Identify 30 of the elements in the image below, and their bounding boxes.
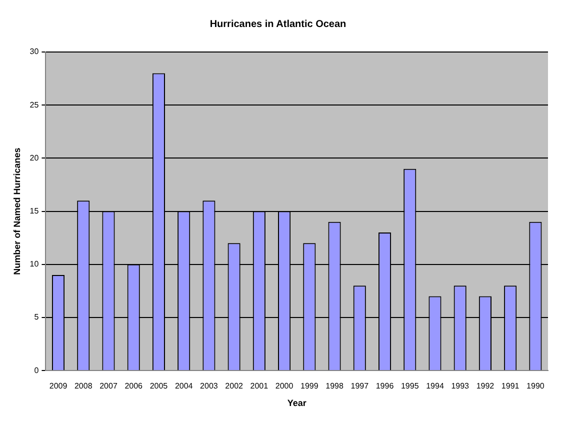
x-tick-label: 2003 [200, 382, 218, 391]
x-tick-label: 2006 [124, 382, 144, 391]
x-tick-label: 1998 [326, 382, 344, 391]
x-tick-label: 1993 [451, 382, 470, 391]
x-tick-label: 1999 [300, 382, 319, 391]
x-tick-label: 1996 [376, 382, 394, 391]
x-tick-label: 1991 [501, 382, 520, 391]
y-tick-label: 0 [34, 366, 40, 375]
y-tick-label: 10 [30, 260, 40, 269]
x-tick-label: 1990 [526, 382, 545, 391]
x-tick-label: 1997 [350, 382, 370, 391]
y-tick-label: 30 [30, 47, 40, 56]
x-tick-label: 2001 [250, 382, 269, 391]
x-tick-label: 1995 [400, 382, 420, 391]
y-axis-title: Number of Named Hurricanes [12, 148, 22, 275]
x-axis-title: Year [287, 398, 307, 408]
x-tick-label: 2004 [174, 382, 194, 391]
y-tick-label: 15 [30, 206, 40, 216]
x-tick-label: 2007 [100, 382, 118, 391]
y-tick-label: 25 [30, 100, 40, 110]
y-tick-label: 5 [34, 312, 40, 322]
x-tick-label: 2008 [74, 382, 93, 391]
y-tick-label: 20 [30, 153, 40, 162]
chart-title: Hurricanes in Atlantic Ocean [210, 18, 346, 30]
x-tick-label: 2002 [225, 382, 244, 391]
x-tick-label: 2005 [150, 382, 168, 391]
x-tick-label: 2000 [275, 382, 294, 391]
x-tick-label: 1992 [476, 382, 495, 391]
x-tick-label: 1994 [426, 382, 444, 391]
x-tick-label: 2009 [49, 382, 68, 391]
